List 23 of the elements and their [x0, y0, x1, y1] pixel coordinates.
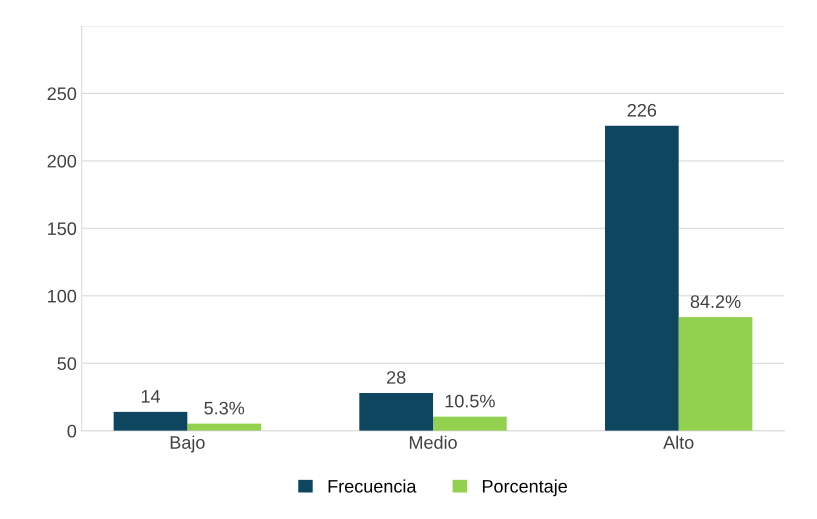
y-tick-label: 150 [48, 222, 76, 236]
bar [114, 412, 188, 431]
y-tick-label: 200 [48, 154, 76, 168]
bar [359, 392, 434, 431]
data-label: 226 [628, 104, 656, 117]
bar [604, 126, 679, 431]
data-label: 14 [142, 390, 160, 403]
data-label: 10.5% [446, 394, 495, 408]
y-tick-label: 0 [68, 424, 76, 438]
x-tick-label: Bajo [170, 436, 205, 452]
bar [678, 317, 752, 431]
data-label: 28 [387, 371, 406, 384]
bar [433, 416, 507, 431]
legend-label: Frecuencia [328, 479, 416, 493]
bar [187, 424, 262, 431]
y-tick-label: 100 [48, 290, 76, 303]
x-tick-label: Medio [410, 436, 457, 449]
data-label: 5.3% [204, 402, 244, 414]
y-tick-label: 50 [57, 357, 76, 370]
y-tick-label: 250 [48, 87, 76, 100]
legend-label: Porcentaje [482, 479, 567, 496]
x-tick-label: Alto [663, 436, 694, 449]
data-label: 84.2% [690, 295, 740, 308]
